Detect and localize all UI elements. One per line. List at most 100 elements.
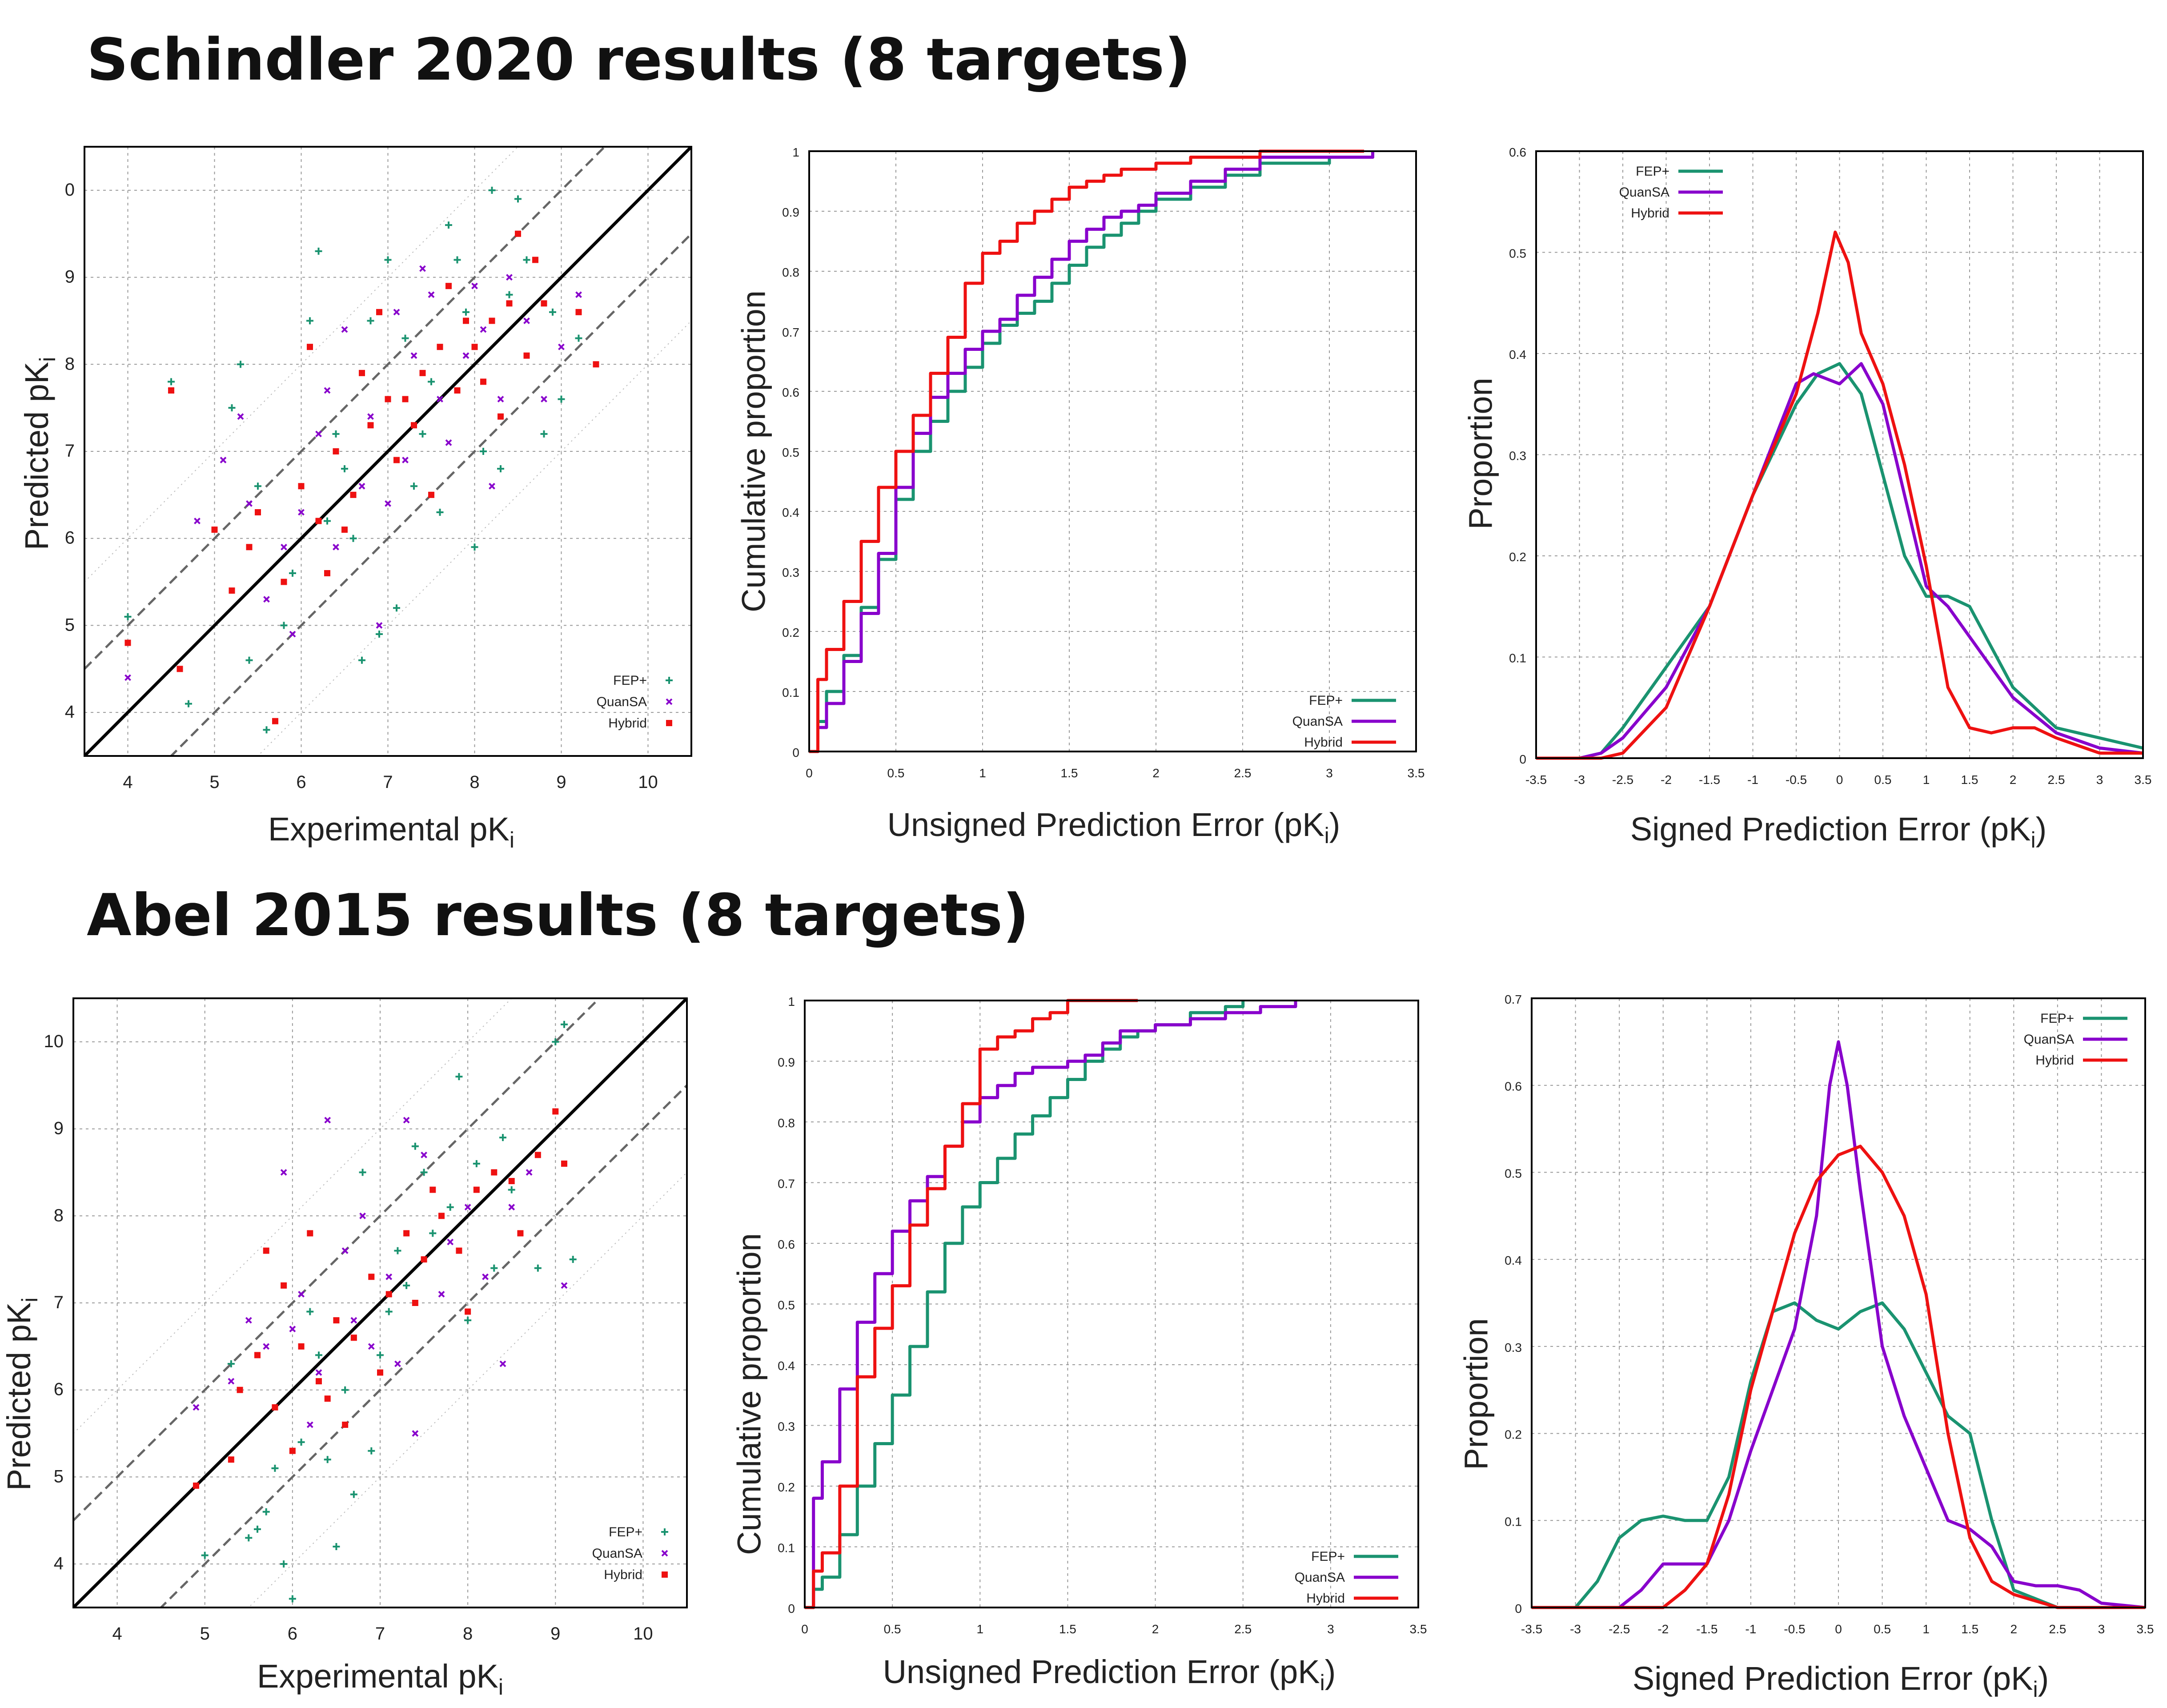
x-tick-label: 10 [633,1624,653,1644]
point-hybrid [403,1230,410,1237]
point-quansa [403,1117,410,1124]
point-quansa [324,387,331,394]
point-hybrid [333,1317,340,1324]
point-quansa [421,1151,427,1158]
point-hybrid [324,570,330,576]
plot-frame [1535,150,2144,759]
point-hybrid [350,1334,357,1341]
point-fep [306,1308,314,1315]
point-quansa [280,1169,287,1176]
point-fep [499,1134,506,1141]
x-tick-label: 1.5 [1059,1622,1076,1636]
point-fep [428,378,435,386]
point-fep [455,1073,463,1081]
y-tick-label: 4 [54,1554,64,1573]
point-hybrid [177,666,183,672]
point-fep [315,1351,322,1359]
point-quansa [558,343,565,350]
point-quansa [447,1238,454,1246]
point-hybrid [428,491,434,498]
point-quansa [358,482,365,490]
x-tick-label: 8 [470,772,479,792]
point-hybrid [359,370,365,376]
point-quansa [324,1117,331,1124]
series-line-fepplus [1532,1301,2145,1609]
point-quansa [497,396,504,402]
point-quansa [438,1291,445,1298]
point-fep [473,1160,480,1167]
plot-frame [84,146,692,757]
point-fep [358,656,365,664]
y-tick-label: 0.8 [782,265,799,279]
point-hybrid [523,352,530,359]
legend-label: QuanSA [1619,185,1669,200]
y-tick-label: 0.3 [1505,1341,1522,1354]
point-fep [341,465,348,473]
series-line-hybrid [1532,1145,2145,1609]
error-band-line [84,147,606,670]
series-line-quansa [809,151,1374,753]
y-tick-label: 8 [65,354,75,374]
point-hybrid [237,1386,243,1393]
point-quansa [499,1360,506,1367]
point-fep [228,404,236,412]
point-quansa [350,1317,357,1324]
point-hybrid [289,1447,296,1454]
y-tick-label: 0.8 [778,1116,795,1130]
y-tick-label: 0.3 [778,1420,795,1434]
point-hybrid [307,344,313,350]
series-line-hybrid [1536,230,2143,760]
x-tick-label: 10 [638,772,658,792]
x-axis-label: Experimental pKi [257,1658,504,1700]
y-tick-label: 6 [65,528,75,548]
point-quansa [508,1204,515,1211]
reference-lines [84,147,691,756]
plot-frame [804,1000,1419,1608]
legend-label: FEP+ [1311,1549,1345,1564]
point-quansa [263,596,270,603]
x-tick-label: -1 [1745,1622,1756,1636]
point-hybrid [438,1213,445,1219]
point-fep [561,1021,568,1028]
series-line-hybrid [809,149,1364,753]
y-tick-label: 0.4 [778,1359,795,1373]
y-tick-label: 0.3 [782,566,799,579]
y-tick-label: 0.2 [1509,550,1526,564]
point-fep [384,256,392,264]
x-tick-label: 2 [1152,766,1160,780]
point-quansa [124,674,131,681]
point-fep [419,430,426,438]
point-hybrid [333,448,339,454]
point-fep [227,1360,235,1367]
reference-lines [73,998,687,1608]
x-tick-label: 0 [801,1622,808,1636]
point-quansa [367,413,374,420]
point-fep [324,517,331,525]
x-tick-label: 5 [200,1624,210,1644]
x-axis-label: Signed Prediction Error (pKi) [1632,1660,2049,1702]
point-fep [237,361,244,368]
point-hybrid [281,579,287,585]
point-fep [124,613,132,620]
error-band-line [73,998,601,1522]
x-tick-label: 5 [209,772,219,792]
point-hybrid [211,526,218,533]
x-tick-label: 0.5 [1874,1622,1891,1636]
legend-label: Hybrid [608,716,647,731]
point-hybrid [316,1378,322,1385]
series-line-quansa [805,1001,1297,1609]
point-fep [558,395,565,403]
point-fep [462,308,470,316]
x-tick-label: -0.5 [1786,773,1807,787]
point-hybrid [168,387,174,394]
y-tick-label: 0.4 [1505,1254,1522,1267]
x-tick-label: 1 [1922,1622,1930,1636]
x-tick-label: -1.5 [1699,773,1720,787]
point-quansa [298,509,305,516]
x-axis-label: Unsigned Prediction Error (pKi) [887,806,1340,848]
point-hybrid [491,1169,498,1176]
point-hybrid [281,1282,287,1289]
point-fep [523,256,530,264]
point-fep [306,317,313,325]
